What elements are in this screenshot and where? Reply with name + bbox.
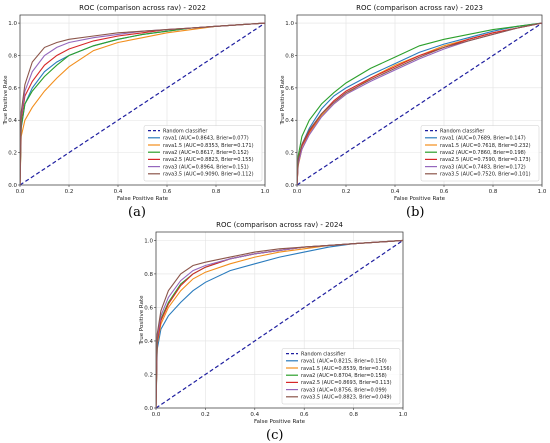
x-tick-label: 0.4 bbox=[114, 189, 123, 195]
x-tick-label: 0.6 bbox=[440, 189, 449, 195]
caption-b: (b) bbox=[406, 205, 425, 220]
y-tick-label: 1.0 bbox=[8, 21, 17, 27]
legend-label-1: rava1 (AUC=0.7689, Brier=0.147) bbox=[440, 136, 526, 142]
y-tick-label: 0.0 bbox=[8, 183, 17, 189]
legend-label-6: rava3.5 (AUC=0.9090, Brier=0.112) bbox=[163, 172, 254, 178]
x-tick-label: 1.0 bbox=[261, 189, 270, 195]
y-tick-label: 0.6 bbox=[144, 305, 153, 311]
x-tick-label: 0.4 bbox=[250, 412, 259, 418]
x-tick-label: 0.0 bbox=[152, 412, 161, 418]
y-tick-label: 0.4 bbox=[8, 118, 17, 124]
legend-label-2: rava1.5 (AUC=0.8353, Brier=0.171) bbox=[163, 143, 254, 149]
random-classifier-line bbox=[296, 22, 543, 186]
x-tick-label: 1.0 bbox=[399, 412, 408, 418]
x-tick-label: 0.2 bbox=[342, 189, 351, 195]
chart-title: ROC (comparison across rav) - 2023 bbox=[356, 4, 483, 12]
x-tick-label: 0.0 bbox=[16, 189, 25, 195]
x-tick-label: 0.2 bbox=[65, 189, 74, 195]
legend-label-4: rava2.5 (AUC=0.7590, Brier=0.173) bbox=[440, 157, 531, 163]
x-tick-label: 0.4 bbox=[391, 189, 400, 195]
y-axis-label: True Positive Rate bbox=[280, 75, 286, 126]
legend-label-random: Random classifier bbox=[163, 128, 208, 134]
legend-label-2: rava1.5 (AUC=0.7618, Brier=0.232) bbox=[440, 143, 531, 149]
x-tick-label: 0.6 bbox=[163, 189, 172, 195]
roc-chart-2023: 0.0 0.2 0.4 0.6 0.8 1.0 0.0 0.2 0.4 0.6 0.8 1.0 ROC … bbox=[277, 0, 547, 204]
y-tick-label: 0.2 bbox=[8, 151, 17, 157]
axes-frame bbox=[296, 14, 543, 186]
legend-label-5: rava3 (AUC=0.8964, Brier=0.151) bbox=[163, 164, 249, 170]
y-tick-label: 0.0 bbox=[285, 183, 294, 189]
legend-label-3: rava2 (AUC=0.8617, Brier=0.152) bbox=[163, 150, 249, 156]
legend-label-3: rava2 (AUC=0.8704, Brier=0.158) bbox=[301, 373, 387, 379]
legend-box bbox=[281, 348, 401, 405]
x-tick-label: 0.6 bbox=[300, 412, 309, 418]
x-tick-label: 0.8 bbox=[489, 189, 498, 195]
x-tick-label: 0.8 bbox=[349, 412, 358, 418]
y-tick-label: 0.8 bbox=[285, 53, 294, 59]
y-tick-label: 1.0 bbox=[144, 238, 153, 244]
y-tick-label: 0.8 bbox=[8, 53, 17, 59]
roc-chart-2022-svg: 0.0 0.2 0.4 0.6 0.8 1.0 0.0 0.2 0.4 0.6 0.8 1.0 ROC … bbox=[3, 4, 270, 202]
y-tick-label: 0.8 bbox=[144, 272, 153, 278]
y-tick-label: 0.4 bbox=[285, 118, 294, 124]
random-classifier-line bbox=[19, 22, 266, 186]
roc-curve-6 bbox=[297, 22, 542, 185]
roc-curve-6 bbox=[20, 22, 265, 185]
legend-label-5: rava3 (AUC=0.8756, Brier=0.099) bbox=[301, 387, 387, 393]
y-tick-label: 0.6 bbox=[285, 86, 294, 92]
x-axis-label: False Positive Rate bbox=[254, 419, 306, 423]
chart-title: ROC (comparison across rav) - 2024 bbox=[216, 221, 343, 229]
legend-label-6: rava3.5 (AUC=0.7520, Brier=0.101) bbox=[440, 172, 531, 178]
roc-chart-2024: 0.0 0.2 0.4 0.6 0.8 1.0 0.0 0.2 0.4 0.6 0.8 1.0 ROC … bbox=[136, 218, 408, 427]
legend-label-random: Random classifier bbox=[440, 128, 485, 134]
x-tick-label: 0.2 bbox=[201, 412, 210, 418]
legend-label-3: rava2 (AUC=0.7860, Brier=0.198) bbox=[440, 150, 526, 156]
x-axis-label: False Positive Rate bbox=[394, 196, 446, 200]
roc-curve-3 bbox=[297, 22, 542, 185]
roc-chart-2022: 0.0 0.2 0.4 0.6 0.8 1.0 0.0 0.2 0.4 0.6 0.8 1.0 ROC … bbox=[0, 0, 270, 204]
y-tick-label: 0.2 bbox=[144, 372, 153, 378]
caption-a: (a) bbox=[128, 205, 146, 220]
axes-frame bbox=[19, 14, 266, 186]
chart-title: ROC (comparison across rav) - 2022 bbox=[79, 4, 206, 12]
legend-label-6: rava3.5 (AUC=0.8823, Brier=0.049) bbox=[301, 395, 392, 401]
legend-box bbox=[420, 125, 540, 182]
y-tick-label: 0.4 bbox=[144, 339, 153, 345]
y-tick-label: 0.2 bbox=[285, 151, 294, 157]
roc-curve-4 bbox=[297, 22, 542, 185]
y-tick-label: 0.6 bbox=[8, 86, 17, 92]
legend-label-4: rava2.5 (AUC=0.8823, Brier=0.155) bbox=[163, 157, 254, 163]
x-tick-label: 0.0 bbox=[293, 189, 302, 195]
y-axis-label: True Positive Rate bbox=[3, 75, 9, 126]
y-tick-label: 1.0 bbox=[285, 21, 294, 27]
legend-label-1: rava1 (AUC=0.8643, Brier=0.077) bbox=[163, 136, 249, 142]
x-axis-label: False Positive Rate bbox=[117, 196, 169, 200]
legend-label-5: rava3 (AUC=0.7483, Brier=0.172) bbox=[440, 164, 526, 170]
x-tick-label: 0.8 bbox=[212, 189, 221, 195]
legend-box bbox=[143, 125, 263, 182]
y-tick-label: 0.0 bbox=[144, 406, 153, 412]
axes-frame bbox=[155, 231, 404, 409]
legend-label-2: rava1.5 (AUC=0.8539, Brier=0.156) bbox=[301, 366, 392, 372]
legend-label-4: rava2.5 (AUC=0.8693, Brier=0.113) bbox=[301, 380, 392, 386]
caption-c: (c) bbox=[266, 428, 284, 443]
roc-curve-6 bbox=[156, 239, 403, 408]
roc-curve-1 bbox=[156, 239, 403, 408]
random-classifier-line bbox=[155, 239, 404, 409]
legend-label-random: Random classifier bbox=[301, 351, 346, 357]
legend-label-1: rava1 (AUC=0.8215, Brier=0.150) bbox=[301, 359, 387, 365]
x-tick-label: 1.0 bbox=[538, 189, 547, 195]
roc-chart-2024-svg: 0.0 0.2 0.4 0.6 0.8 1.0 0.0 0.2 0.4 0.6 0.8 1.0 ROC … bbox=[139, 221, 408, 425]
y-axis-label: True Positive Rate bbox=[139, 295, 145, 346]
roc-chart-2023-svg: 0.0 0.2 0.4 0.6 0.8 1.0 0.0 0.2 0.4 0.6 0.8 1.0 ROC … bbox=[280, 4, 547, 202]
